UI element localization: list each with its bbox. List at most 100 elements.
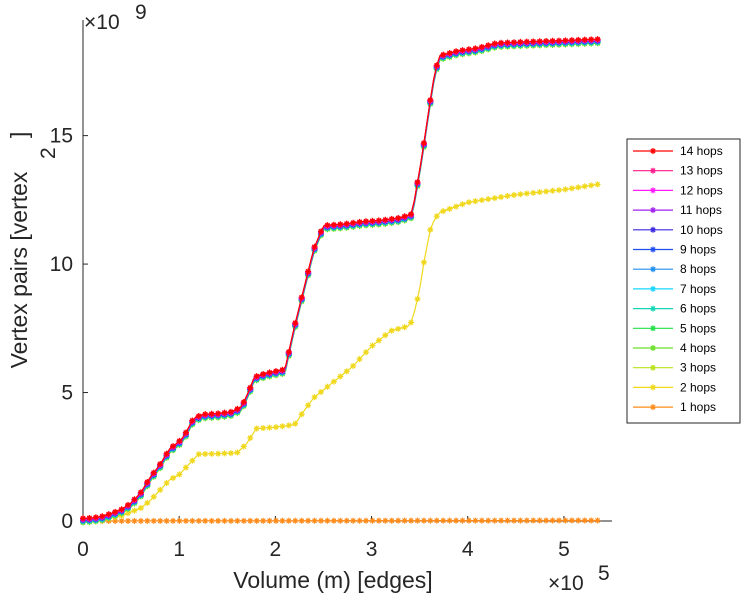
- data-point: [131, 496, 138, 503]
- legend-label: 13 hops: [680, 164, 723, 178]
- data-point: [202, 411, 209, 418]
- data-point: [555, 187, 562, 194]
- series-4-hops: [80, 39, 601, 526]
- legend-marker: [650, 266, 656, 273]
- y-axis-label: Vertex pairs [vertex: [6, 171, 32, 368]
- data-point: [279, 517, 286, 524]
- data-point: [330, 517, 337, 524]
- series-1-hops: [80, 517, 601, 524]
- series-line: [82, 40, 598, 522]
- legend-marker: [650, 305, 656, 312]
- data-point: [125, 510, 132, 517]
- data-point: [157, 517, 164, 524]
- data-point: [92, 514, 99, 521]
- data-point: [202, 451, 209, 458]
- data-point: [311, 243, 318, 250]
- data-point: [504, 193, 511, 200]
- data-point: [260, 517, 267, 524]
- data-point: [247, 517, 254, 524]
- series-line: [82, 40, 598, 521]
- data-point: [285, 348, 292, 355]
- data-point: [510, 192, 517, 199]
- data-point: [498, 194, 505, 201]
- data-point: [176, 471, 183, 478]
- legend-item: 8 hops: [633, 262, 716, 276]
- data-point: [408, 319, 415, 326]
- data-point: [459, 517, 466, 524]
- data-point: [543, 517, 550, 524]
- data-point: [414, 517, 421, 524]
- data-point: [137, 489, 144, 496]
- legend-item: 12 hops: [633, 183, 723, 197]
- data-point: [575, 184, 582, 191]
- data-point: [536, 38, 543, 45]
- series-9-hops: [80, 38, 601, 524]
- data-point: [298, 411, 305, 418]
- data-point: [485, 42, 492, 49]
- series-11-hops: [80, 37, 601, 523]
- data-point: [208, 450, 215, 457]
- data-point: [446, 517, 453, 524]
- legend-label: 11 hops: [680, 203, 722, 217]
- data-point: [575, 36, 582, 43]
- data-point: [253, 517, 260, 524]
- data-point: [408, 517, 415, 524]
- data-point: [292, 420, 299, 427]
- data-point: [375, 517, 382, 524]
- data-point: [324, 517, 331, 524]
- data-point: [350, 219, 357, 226]
- data-point: [530, 517, 537, 524]
- data-point: [317, 517, 324, 524]
- data-point: [305, 402, 312, 409]
- data-point: [465, 46, 472, 53]
- series-12-hops: [80, 36, 601, 523]
- legend-marker: [650, 364, 656, 371]
- data-point: [266, 424, 273, 431]
- data-point: [395, 325, 402, 332]
- data-point: [105, 511, 112, 518]
- data-point: [343, 220, 350, 227]
- data-point: [317, 388, 324, 395]
- data-point: [575, 517, 582, 524]
- data-point: [234, 517, 241, 524]
- data-point: [189, 417, 196, 424]
- data-point: [472, 45, 479, 52]
- data-point: [150, 469, 157, 476]
- legend-box: [626, 138, 741, 424]
- data-point: [324, 383, 331, 390]
- data-point: [279, 366, 286, 373]
- data-point: [337, 221, 344, 228]
- data-point: [170, 475, 177, 482]
- data-point: [568, 37, 575, 44]
- data-point: [388, 327, 395, 334]
- data-point: [292, 517, 299, 524]
- data-point: [433, 213, 440, 220]
- data-point: [163, 450, 170, 457]
- data-point: [260, 371, 267, 378]
- series-line: [82, 39, 598, 520]
- data-point: [215, 410, 222, 417]
- data-point: [401, 213, 408, 220]
- series-10-hops: [80, 37, 601, 523]
- data-point: [247, 434, 254, 441]
- series-line: [82, 42, 598, 523]
- data-point: [433, 517, 440, 524]
- data-point: [182, 517, 189, 524]
- data-point: [594, 181, 601, 188]
- data-point: [112, 508, 119, 515]
- data-point: [530, 38, 537, 45]
- data-point: [465, 517, 472, 524]
- data-point: [350, 517, 357, 524]
- data-point: [414, 296, 421, 303]
- data-point: [504, 517, 511, 524]
- legend-marker: [650, 384, 656, 391]
- data-point: [568, 185, 575, 192]
- series-8-hops: [80, 38, 601, 524]
- data-point: [215, 517, 222, 524]
- data-point: [80, 515, 86, 522]
- data-point: [388, 517, 395, 524]
- data-point: [420, 517, 427, 524]
- data-point: [137, 505, 144, 512]
- legend-item: 4 hops: [633, 341, 716, 355]
- data-point: [401, 324, 408, 331]
